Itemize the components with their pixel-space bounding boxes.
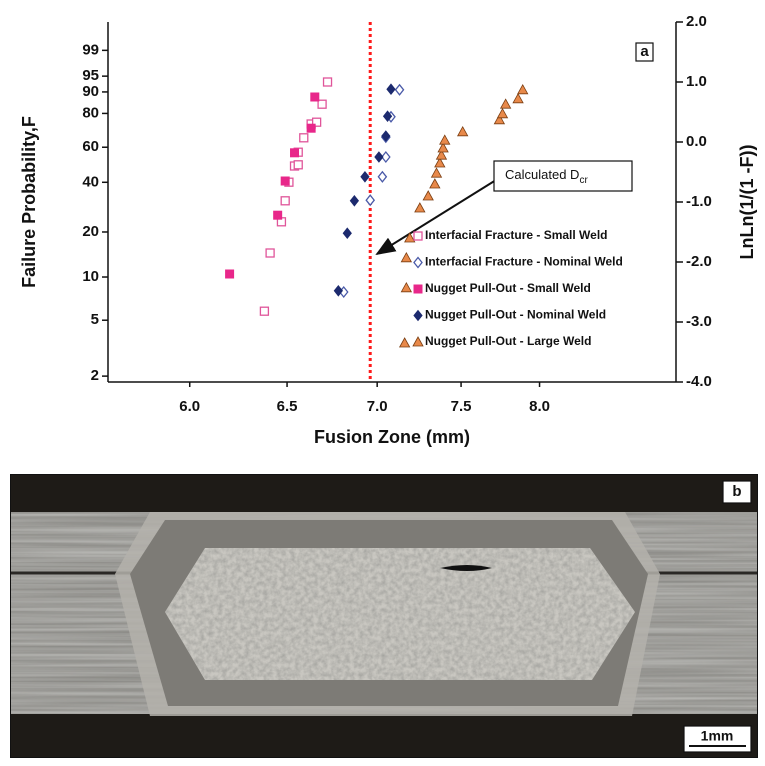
y2-tick-label: 2.0	[686, 13, 707, 30]
scale-bar-box	[683, 725, 752, 753]
data-point	[499, 98, 512, 109]
data-point	[377, 170, 388, 183]
panel-label-box	[722, 480, 752, 504]
legend-marker	[413, 284, 423, 294]
y-tick-label: 40	[82, 173, 99, 190]
legend-marker	[413, 309, 423, 322]
data-point	[265, 248, 275, 258]
data-point	[365, 194, 376, 207]
x-tick-label: 6.5	[277, 398, 298, 415]
data-point	[422, 190, 434, 201]
y-tick-label: 20	[82, 223, 99, 240]
legend-marker	[413, 231, 423, 241]
scale-bar-label: 1mm	[701, 728, 734, 744]
data-point	[517, 83, 529, 95]
data-point	[333, 284, 343, 297]
data-point	[299, 133, 309, 143]
y-tick-label: 60	[82, 138, 99, 155]
data-point	[273, 210, 283, 220]
legend-label: Nugget Pull-Out - Small Weld	[425, 281, 591, 295]
data-point	[404, 232, 416, 243]
data-point	[310, 92, 320, 102]
data-point	[360, 170, 370, 183]
data-point	[322, 77, 333, 87]
data-point	[317, 99, 327, 109]
data-point	[457, 125, 469, 137]
y-tick-label: 90	[82, 83, 99, 100]
data-point	[394, 83, 405, 96]
data-point	[437, 142, 449, 153]
legend-label: Nugget Pull-Out - Nominal Weld	[425, 308, 606, 322]
data-point	[349, 194, 360, 207]
data-point	[439, 134, 451, 145]
y-tick-label: 95	[82, 67, 99, 84]
y-axis-label: Failure Probability,F	[19, 116, 39, 288]
data-point	[429, 178, 441, 189]
data-point	[311, 117, 322, 127]
y2-tick-label: 1.0	[686, 73, 707, 90]
y2-tick-label: -2.0	[686, 253, 712, 270]
data-point	[400, 281, 413, 293]
panel-label: a	[640, 43, 649, 60]
y-tick-label: 99	[82, 41, 99, 58]
x-tick-label: 8.0	[529, 398, 550, 415]
y-tick-label: 80	[82, 104, 99, 121]
data-point	[430, 167, 443, 178]
data-point	[512, 92, 524, 104]
y2-tick-label: 0.0	[686, 133, 707, 150]
data-point	[400, 251, 413, 263]
y2-tick-label: -1.0	[686, 193, 712, 210]
y-tick-label: 2	[91, 367, 99, 384]
data-point	[386, 83, 396, 96]
y2-tick-label: -4.0	[686, 373, 712, 390]
annotation-arrow	[375, 179, 497, 256]
annotation-text: Calculated D	[505, 167, 579, 182]
data-point	[259, 306, 270, 316]
data-point	[306, 123, 316, 133]
data-point	[496, 107, 509, 119]
legend-label: Interfacial Fracture - Small Weld	[425, 228, 608, 242]
x-tick-label: 6.0	[179, 398, 200, 415]
x-tick-label: 7.0	[367, 398, 388, 415]
data-point	[493, 113, 506, 125]
data-point	[293, 160, 303, 170]
data-point	[374, 151, 384, 163]
panel-label: b	[732, 483, 741, 500]
data-point	[342, 227, 352, 240]
annotation-box	[493, 160, 633, 192]
annotation-subscript: cr	[579, 175, 588, 186]
micrograph	[10, 474, 758, 758]
data-point	[381, 130, 391, 142]
data-point	[382, 110, 393, 123]
y2-axis-label: LnLn(1/(1 -F))	[737, 145, 757, 260]
legend-marker	[412, 336, 424, 347]
data-point	[434, 157, 446, 168]
data-point	[225, 269, 235, 279]
y2-tick-label: -3.0	[686, 313, 712, 330]
data-point	[414, 202, 426, 213]
legend-marker	[413, 256, 423, 269]
data-point	[380, 150, 391, 164]
legend-label: Interfacial Fracture - Nominal Weld	[425, 255, 623, 269]
data-point	[280, 196, 290, 206]
x-axis-label: Fusion Zone (mm)	[314, 427, 470, 447]
x-tick-label: 7.5	[451, 398, 472, 415]
annotation: Calculated Dcr	[505, 167, 588, 185]
y-tick-label: 5	[91, 311, 99, 328]
data-point	[290, 148, 300, 158]
panel-label-box	[635, 42, 654, 62]
y-tick-label: 10	[82, 268, 99, 285]
legend-label: Nugget Pull-Out - Large Weld	[425, 334, 591, 348]
data-point	[398, 337, 411, 348]
data-point	[435, 149, 448, 160]
data-point	[280, 176, 290, 186]
